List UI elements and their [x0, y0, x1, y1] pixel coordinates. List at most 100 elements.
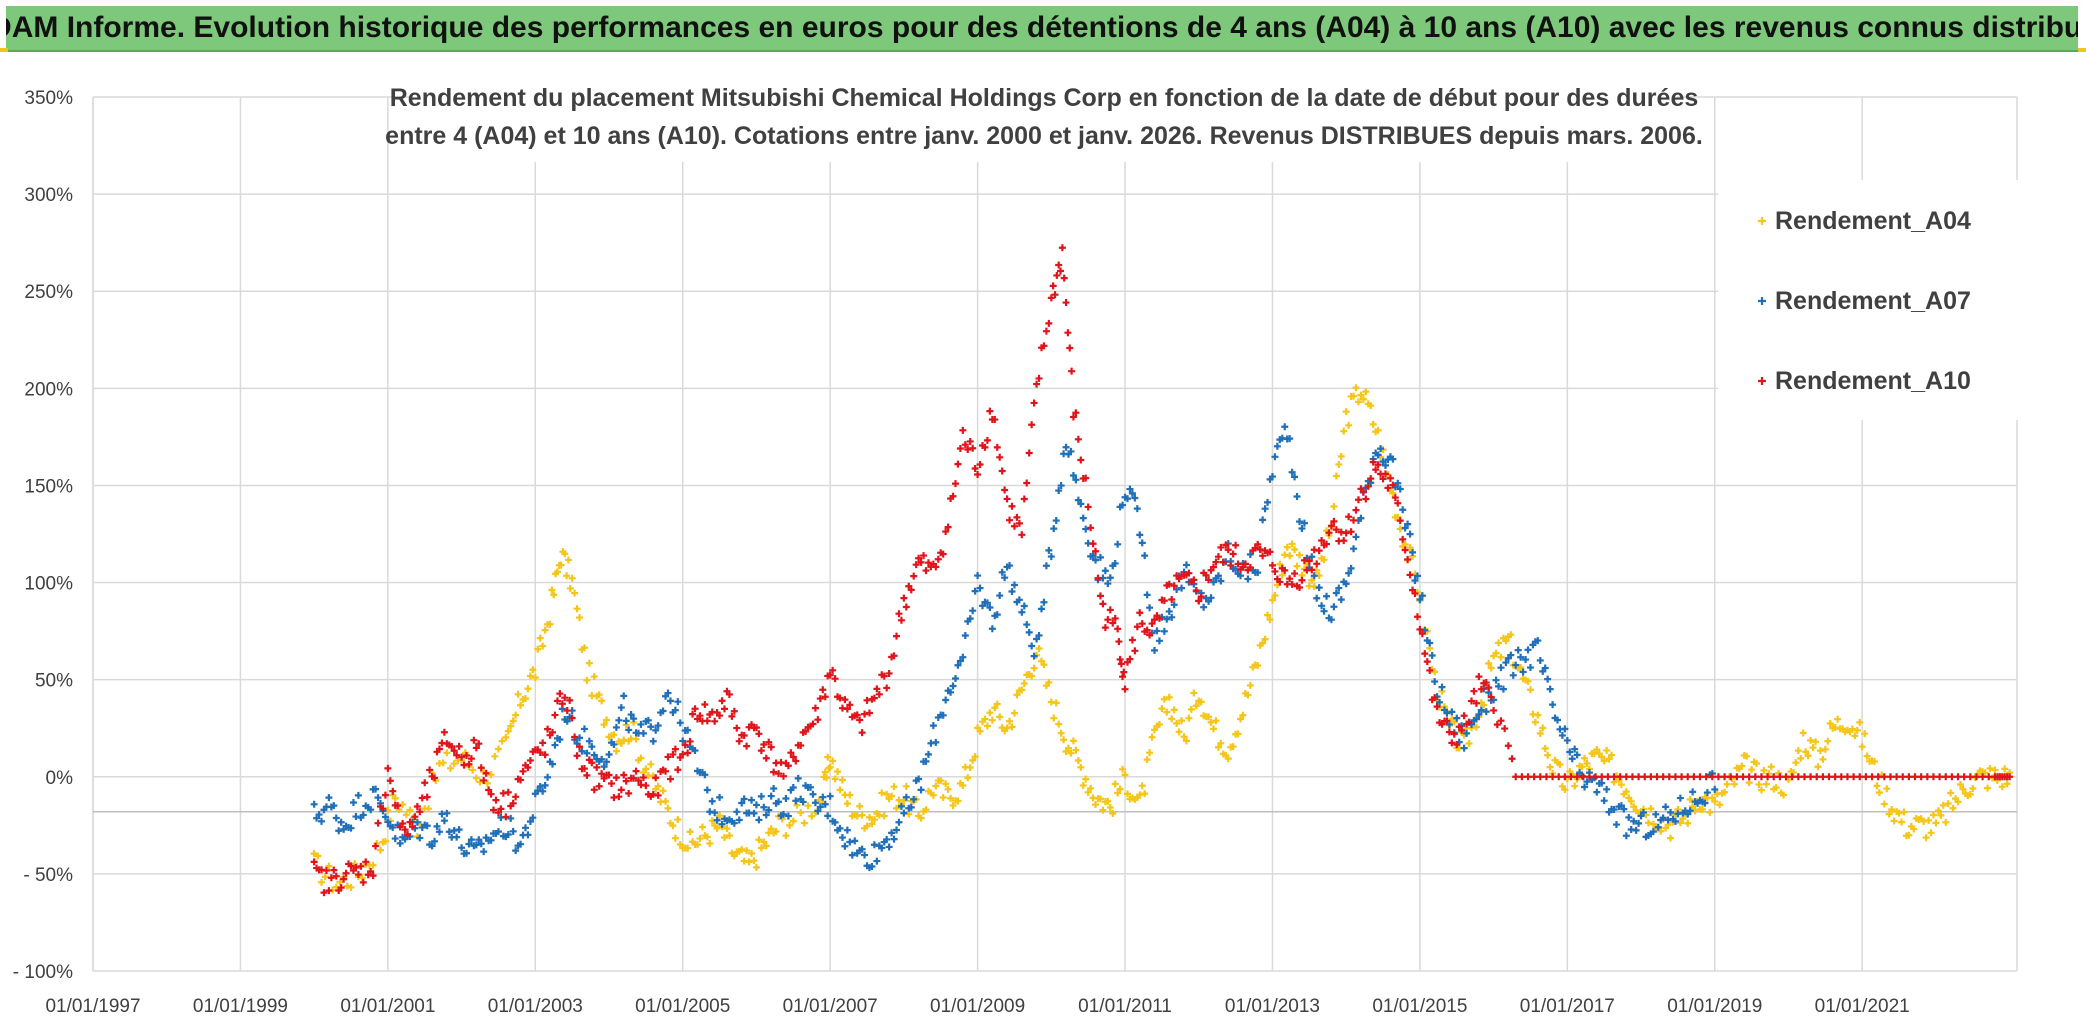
data-point: [1214, 553, 1222, 561]
data-point: [937, 777, 945, 785]
data-point: [1229, 743, 1237, 751]
data-point: [853, 711, 861, 719]
data-point: [1271, 567, 1279, 575]
data-point: [615, 793, 623, 801]
data-point: [512, 847, 520, 855]
data-point: [947, 794, 955, 802]
data-point: [760, 741, 768, 749]
data-point: [662, 797, 670, 805]
data-point: [1698, 805, 1706, 813]
data-point: [1074, 496, 1082, 504]
data-point: [838, 776, 846, 784]
data-point: [1640, 808, 1647, 816]
data-point: [757, 844, 765, 852]
data-point: [453, 833, 461, 841]
data-point: [1979, 773, 1987, 781]
data-point: [752, 801, 760, 809]
data-point: [502, 813, 510, 821]
data-point: [696, 712, 704, 720]
data-point: [435, 745, 443, 753]
data-point: [1603, 746, 1611, 754]
data-point: [1099, 806, 1107, 814]
data-point: [969, 444, 977, 452]
data-point: [910, 795, 918, 803]
data-point: [1246, 681, 1254, 689]
data-point: [1072, 476, 1080, 484]
data-point: [674, 816, 682, 824]
data-point: [1546, 763, 1554, 771]
data-point: [1300, 519, 1308, 527]
data-point: [1084, 503, 1092, 511]
data-point: [865, 709, 873, 717]
data-point: [1702, 773, 1710, 781]
data-point: [983, 722, 991, 730]
data-point: [811, 704, 819, 712]
data-point: [386, 777, 394, 785]
data-point: [568, 574, 576, 582]
data-point: [1337, 452, 1345, 460]
data-point: [372, 842, 380, 850]
y-tick-label: 150%: [24, 476, 73, 497]
data-point: [875, 690, 883, 698]
data-point: [1308, 576, 1316, 584]
data-point: [1340, 537, 1348, 545]
data-point: [826, 792, 834, 800]
data-point: [1271, 591, 1279, 599]
data-point: [408, 823, 416, 831]
chart-gridlines: [92, 96, 2018, 972]
data-point: [1954, 798, 1962, 806]
data-point: [996, 592, 1004, 600]
data-point: [1116, 655, 1124, 663]
data-point: [1246, 550, 1254, 558]
data-point: [767, 825, 775, 833]
data-point: [1283, 543, 1291, 551]
legend: Rendement_A04 Rendement_A07 Rendement_A1…: [1758, 207, 1971, 395]
data-point: [1239, 711, 1247, 719]
data-point: [1593, 746, 1601, 754]
data-point: [573, 605, 581, 613]
data-point: [676, 719, 684, 727]
data-point: [544, 725, 552, 733]
data-point: [514, 690, 522, 698]
data-point: [1259, 552, 1267, 560]
data-point: [1530, 773, 1538, 781]
data-point: [748, 849, 756, 857]
data-point: [1561, 773, 1569, 781]
data-point: [1042, 327, 1050, 335]
data-point: [794, 774, 802, 782]
data-point: [310, 800, 318, 808]
legend-marker: [1758, 217, 1766, 225]
data-point: [1399, 506, 1407, 514]
data-point: [1246, 563, 1254, 571]
data-point: [546, 620, 554, 628]
data-point: [1578, 763, 1586, 771]
data-point: [1617, 781, 1625, 789]
data-point: [1293, 562, 1301, 570]
data-point: [391, 835, 399, 843]
data-point: [1173, 719, 1181, 727]
data-point: [553, 568, 561, 576]
data-point: [858, 845, 866, 853]
data-point: [1929, 811, 1937, 819]
data-point: [1453, 714, 1461, 722]
data-point: [347, 883, 355, 891]
data-point: [1497, 653, 1505, 661]
data-point: [448, 743, 456, 751]
data-point: [1960, 773, 1968, 781]
data-point: [1485, 659, 1493, 667]
data-point: [1345, 513, 1353, 521]
data-point: [1030, 664, 1038, 672]
data-point: [1276, 560, 1284, 568]
data-point: [1880, 800, 1888, 808]
data-point: [406, 806, 414, 814]
chart-title-background: [412, 72, 1677, 162]
data-point: [1008, 588, 1016, 596]
data-point: [786, 821, 794, 829]
data-point: [1352, 384, 1360, 392]
data-point: [443, 809, 451, 817]
data-point: [848, 851, 856, 859]
data-point: [1812, 738, 1820, 746]
data-point: [669, 750, 677, 758]
data-point: [369, 861, 377, 869]
